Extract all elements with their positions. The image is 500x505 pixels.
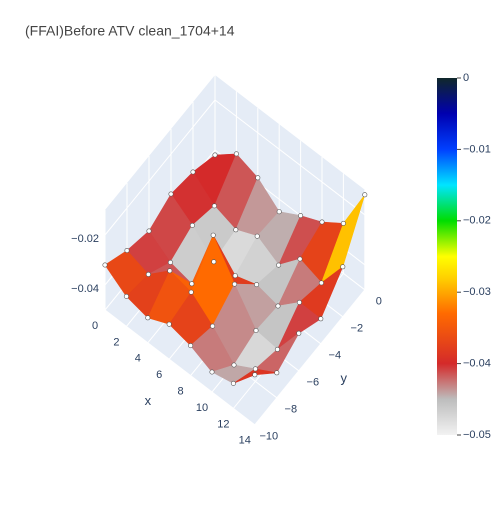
data-point xyxy=(296,330,302,336)
data-point xyxy=(102,262,108,268)
colorbar-tick-label: −0.04 xyxy=(463,358,491,370)
data-point xyxy=(276,209,282,215)
data-point xyxy=(252,366,258,372)
x-tick-label: 8 xyxy=(178,386,184,398)
data-point xyxy=(212,152,218,158)
y-tick-label: 0 xyxy=(376,296,382,308)
data-point xyxy=(231,362,237,368)
data-point xyxy=(123,293,129,299)
data-point xyxy=(233,227,239,233)
data-point xyxy=(255,175,261,181)
y-tick-label: −6 xyxy=(307,377,320,389)
colorbar-tick-label: −0.05 xyxy=(463,429,491,441)
x-tick-label: 6 xyxy=(156,369,162,381)
x-tick-label: 12 xyxy=(217,418,229,430)
data-point xyxy=(124,248,130,254)
data-point xyxy=(146,228,152,234)
x-tick-label: 4 xyxy=(135,353,141,365)
y-tick-label: −4 xyxy=(329,350,342,362)
data-point xyxy=(340,220,346,226)
data-point xyxy=(167,259,173,265)
data-point xyxy=(230,380,236,386)
data-point xyxy=(340,264,346,270)
data-point xyxy=(254,282,260,288)
z-tick-label: −0.04 xyxy=(71,283,99,295)
data-point xyxy=(319,219,325,225)
y-tick-label: −8 xyxy=(285,404,298,416)
data-point xyxy=(274,370,280,376)
grid-line xyxy=(254,289,366,426)
x-tick-label: 10 xyxy=(196,402,208,414)
data-point xyxy=(168,191,174,197)
data-point xyxy=(189,281,195,287)
data-point xyxy=(189,222,195,228)
grid-line xyxy=(214,99,366,216)
data-point xyxy=(318,280,324,286)
data-point xyxy=(210,232,216,238)
data-point xyxy=(211,203,217,209)
data-point xyxy=(188,289,194,295)
data-point xyxy=(296,299,302,305)
data-point xyxy=(318,316,324,322)
data-point xyxy=(276,262,282,268)
y-axis-title: y xyxy=(341,371,348,386)
data-point xyxy=(190,169,196,175)
colorbar-tick-label: −0.03 xyxy=(463,286,491,298)
colorbar xyxy=(437,78,457,435)
data-point xyxy=(167,268,173,274)
grid-line xyxy=(104,99,216,236)
data-point xyxy=(188,343,194,349)
data-point xyxy=(211,259,217,265)
data-point xyxy=(209,369,215,375)
data-point xyxy=(210,323,216,329)
colorbar-tick-label: 0 xyxy=(463,72,469,84)
z-tick-label: −0.02 xyxy=(71,233,99,245)
data-point xyxy=(274,346,280,352)
colorbar-tick-label: −0.01 xyxy=(463,143,491,155)
data-point xyxy=(275,303,281,309)
y-tick-label: −10 xyxy=(259,431,278,443)
data-point xyxy=(297,256,303,262)
data-point xyxy=(233,151,239,157)
data-point xyxy=(145,315,151,321)
x-tick-label: 14 xyxy=(239,435,251,447)
data-point xyxy=(166,321,172,327)
data-point xyxy=(253,327,259,333)
x-axis-title: x xyxy=(145,393,152,408)
data-point xyxy=(362,192,368,198)
data-point xyxy=(232,281,238,287)
colorbar-tick-label: −0.02 xyxy=(463,215,491,227)
x-tick-label: 2 xyxy=(113,336,119,348)
data-point xyxy=(298,213,304,219)
data-point xyxy=(254,233,260,239)
data-point xyxy=(252,372,258,378)
grid-line xyxy=(104,309,256,426)
x-tick-label: 0 xyxy=(92,320,98,332)
data-point xyxy=(232,273,238,279)
chart-title: (FFAI)Before ATV clean_1704+14 xyxy=(25,23,235,39)
y-tick-label: −2 xyxy=(351,323,364,335)
data-point xyxy=(145,271,151,277)
